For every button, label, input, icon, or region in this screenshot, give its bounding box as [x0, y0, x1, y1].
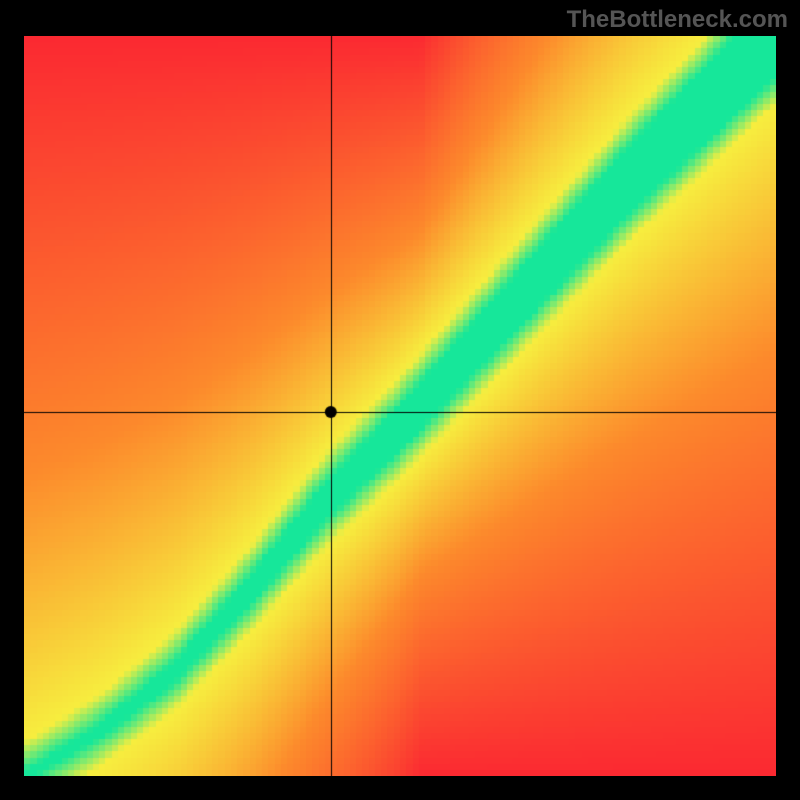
crosshair-overlay	[24, 36, 776, 776]
figure-container: TheBottleneck.com	[0, 0, 800, 800]
watermark-text: TheBottleneck.com	[567, 6, 788, 34]
